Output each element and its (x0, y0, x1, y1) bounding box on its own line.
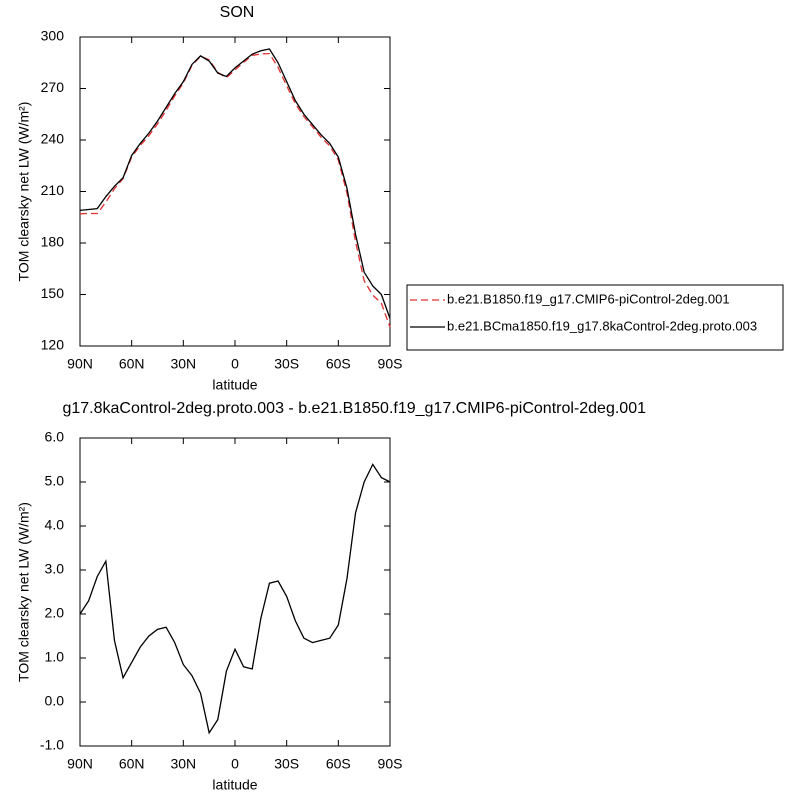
y-tick-label: 150 (41, 285, 65, 301)
y-tick-label: 1.0 (45, 649, 65, 665)
x-tick-label: 60S (326, 756, 351, 772)
x-tick-label: 60N (119, 356, 145, 372)
plot-frame (79, 36, 391, 347)
y-axis-label: TOM clearsky net LW (W/m²) (16, 502, 32, 682)
y-tick-label: 4.0 (45, 517, 65, 533)
x-tick-label: 90S (378, 756, 403, 772)
data-line (79, 52, 391, 328)
chart-title: SON (220, 4, 255, 21)
x-tick-label: 90S (378, 356, 403, 372)
y-tick-label: 210 (41, 182, 65, 198)
chart-title: g17.8kaControl-2deg.proto.003 - b.e21.B1… (62, 400, 646, 417)
y-tick-label: 3.0 (45, 561, 65, 577)
x-tick-label: 90N (67, 356, 93, 372)
y-tick-label: 120 (41, 337, 65, 353)
legend-text: b.e21.B1850.f19_g17.CMIP6-piControl-2deg… (447, 291, 730, 306)
data-line (79, 463, 391, 735)
y-tick-label: 270 (41, 79, 65, 95)
x-tick-label: 0 (231, 756, 239, 772)
data-line (79, 48, 391, 319)
y-axis-label: TOM clearsky net LW (W/m²) (16, 102, 32, 282)
x-tick-label: 30N (170, 356, 196, 372)
legend-box (406, 284, 784, 351)
y-tick-label: 240 (41, 131, 65, 147)
x-tick-label: 60N (119, 756, 145, 772)
y-tick-label: 0.0 (45, 693, 65, 709)
legend-text: b.e21.BCma1850.f19_g17.8kaControl-2deg.p… (447, 318, 757, 333)
y-tick-label: 180 (41, 234, 65, 250)
x-tick-label: 90N (67, 756, 93, 772)
x-tick-label: 60S (326, 356, 351, 372)
y-tick-label: 5.0 (45, 473, 65, 489)
x-tick-label: 30N (170, 756, 196, 772)
y-tick-label: 6.0 (45, 429, 65, 445)
plot-frame (79, 437, 391, 747)
x-axis-label: latitude (212, 377, 257, 393)
x-axis-label: latitude (212, 777, 257, 793)
x-tick-label: 30S (274, 756, 299, 772)
x-tick-label: 30S (274, 356, 299, 372)
x-tick-label: 0 (231, 356, 239, 372)
y-tick-label: -1.0 (40, 737, 64, 753)
y-tick-label: 2.0 (45, 605, 65, 621)
y-tick-label: 300 (41, 28, 65, 44)
